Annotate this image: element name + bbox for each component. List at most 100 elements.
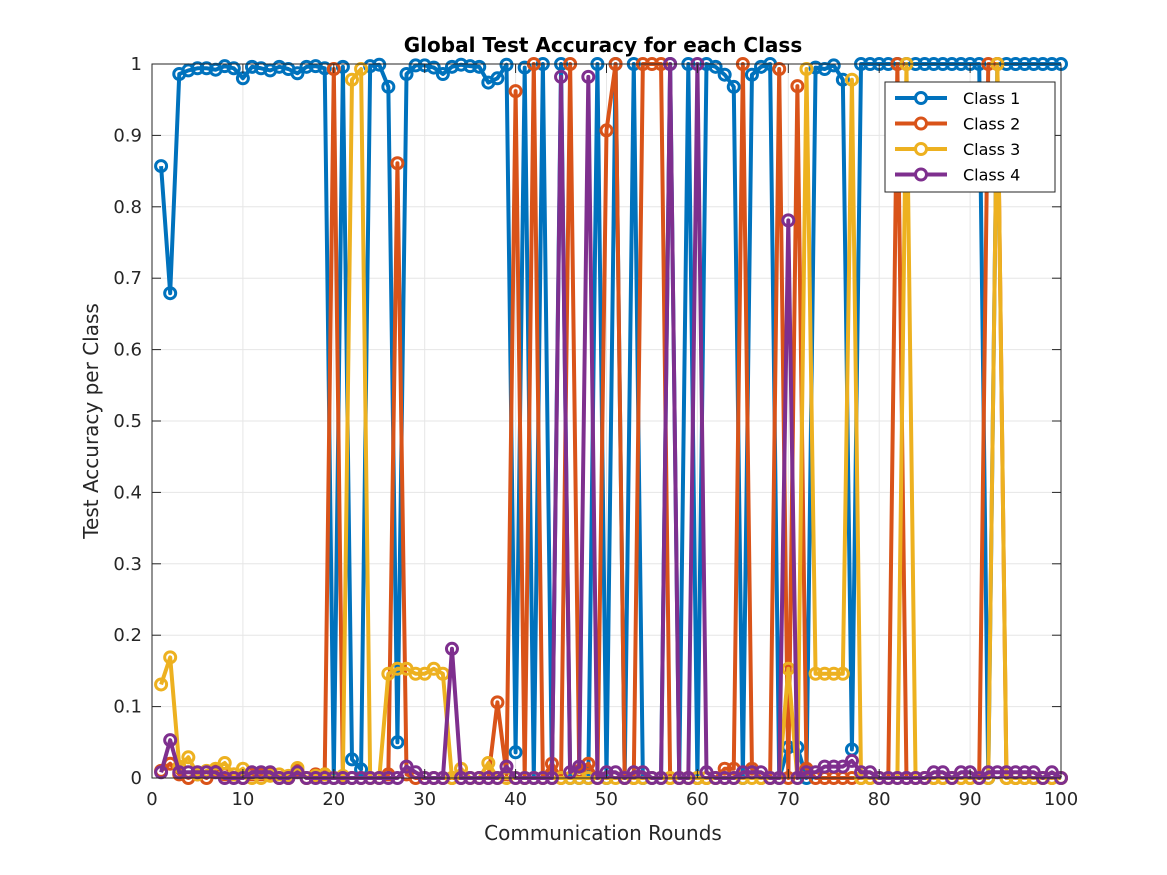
data-point <box>390 156 405 171</box>
legend-marker <box>914 142 928 156</box>
data-point <box>435 66 450 81</box>
legend-marker <box>914 91 928 105</box>
data-point <box>726 79 741 94</box>
data-point <box>490 71 505 86</box>
data-point <box>426 60 441 75</box>
x-tick-label: 10 <box>231 789 254 810</box>
data-point <box>835 72 850 87</box>
data-point <box>344 72 359 87</box>
y-tick-label: 0.4 <box>113 482 142 503</box>
x-tick-label: 100 <box>1044 789 1078 810</box>
data-point <box>226 61 241 76</box>
y-tick-label: 0.9 <box>113 125 142 146</box>
data-point <box>154 159 169 174</box>
data-point <box>717 67 732 82</box>
data-point <box>744 67 759 82</box>
y-tick-label: 0.2 <box>113 625 142 646</box>
x-tick-label: 90 <box>959 789 982 810</box>
data-point <box>344 752 359 767</box>
data-point <box>272 59 287 74</box>
data-point <box>808 60 823 75</box>
x-tick-label: 70 <box>777 789 800 810</box>
data-point <box>181 750 196 765</box>
y-tick-label: 0.7 <box>113 268 142 289</box>
data-point <box>444 641 459 656</box>
data-point <box>454 57 469 72</box>
legend: Class 1 Class 2 Class 3 Class 4 <box>884 81 1056 193</box>
data-point <box>199 61 214 76</box>
data-point <box>490 695 505 710</box>
data-point <box>154 677 169 692</box>
data-point <box>708 59 723 74</box>
data-point <box>217 59 232 74</box>
x-tick-label: 30 <box>413 789 436 810</box>
data-point <box>499 759 514 774</box>
data-point <box>817 759 832 774</box>
x-axis-label: Communication Rounds <box>484 821 722 845</box>
data-point <box>299 59 314 74</box>
data-point <box>799 61 814 76</box>
data-point <box>508 84 523 99</box>
legend-label: Class 2 <box>963 115 1020 134</box>
data-point <box>408 666 423 681</box>
data-point <box>372 57 387 72</box>
data-point <box>472 59 487 74</box>
data-point <box>826 759 841 774</box>
data-point <box>254 61 269 76</box>
data-point <box>844 72 859 87</box>
x-tick-label: 20 <box>322 789 345 810</box>
data-point <box>790 79 805 94</box>
data-point <box>290 66 305 81</box>
data-point <box>835 666 850 681</box>
legend-label: Class 1 <box>963 89 1020 108</box>
x-tick-label: 0 <box>146 789 157 810</box>
data-point <box>399 66 414 81</box>
data-point <box>408 58 423 73</box>
legend-marker <box>914 167 928 182</box>
x-tick-label: 50 <box>595 789 618 810</box>
legend-marker <box>914 116 928 131</box>
data-point <box>163 286 178 301</box>
y-axis-label: Test Accuracy per Class <box>79 303 103 540</box>
ticks: 0 10 20 30 40 50 60 70 80 90 100 0 0.1 0.2 0.3 0.4 0.5 0.… <box>113 54 1078 810</box>
data-point <box>181 63 196 78</box>
y-tick-label: 0.3 <box>113 554 142 575</box>
data-point <box>826 58 841 73</box>
y-tick-label: 1 <box>131 54 142 75</box>
data-point <box>381 79 396 94</box>
data-point <box>308 59 323 74</box>
x-tick-label: 80 <box>868 789 891 810</box>
chart-title: Global Test Accuracy for each Class <box>404 33 803 57</box>
data-point <box>844 753 859 768</box>
y-tick-label: 0 <box>131 768 142 789</box>
y-tick-label: 0.6 <box>113 340 142 361</box>
data-point <box>781 213 796 228</box>
data-point <box>163 650 178 665</box>
data-point <box>826 666 841 681</box>
x-tick-label: 40 <box>504 789 527 810</box>
data-point <box>481 756 496 771</box>
data-point <box>772 61 787 76</box>
data-point <box>354 762 369 777</box>
data-point <box>163 733 178 748</box>
legend-label: Class 4 <box>963 166 1020 185</box>
data-point <box>190 61 205 76</box>
data-point <box>717 761 732 776</box>
y-tick-label: 0.1 <box>113 697 142 718</box>
data-point <box>335 59 350 74</box>
data-point <box>244 59 259 74</box>
data-point <box>463 59 478 74</box>
data-point <box>217 756 232 771</box>
data-point <box>326 61 341 76</box>
y-tick-label: 0.8 <box>113 197 142 218</box>
data-point <box>572 759 587 774</box>
x-tick-label: 60 <box>686 789 709 810</box>
data-point <box>317 61 332 76</box>
data-point <box>599 123 614 138</box>
data-point <box>581 69 596 84</box>
data-point <box>499 57 514 72</box>
legend-label: Class 3 <box>963 140 1020 159</box>
data-point <box>444 59 459 74</box>
y-tick-label: 0.5 <box>113 411 142 432</box>
